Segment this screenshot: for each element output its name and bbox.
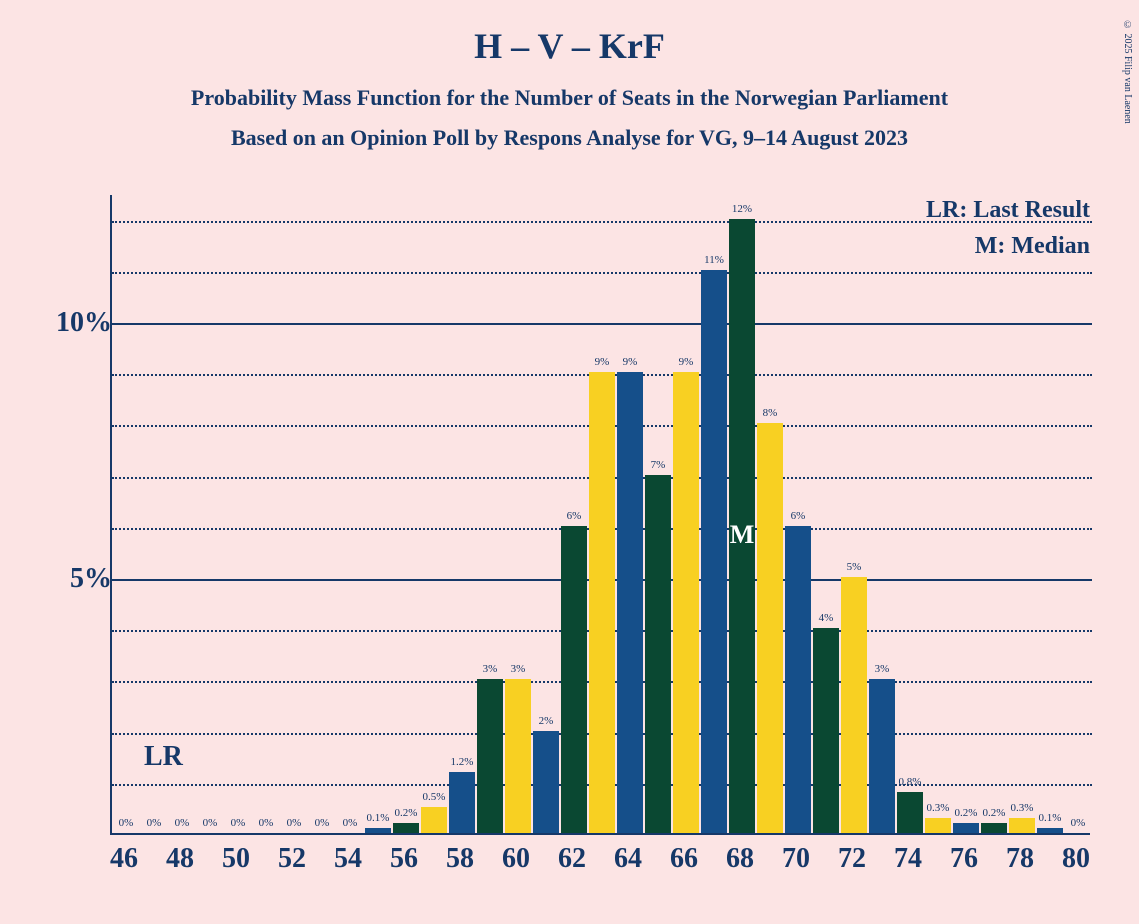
x-axis-label: 80 (1062, 843, 1090, 875)
bar-value-label: 0% (315, 817, 330, 829)
x-axis-label: 50 (222, 843, 250, 875)
bar-value-label: 2% (539, 715, 554, 727)
bar-value-label: 0.2% (955, 807, 978, 819)
lr-marker: LR (144, 741, 183, 773)
plot-area: 0% 0% 0% 0% 0% 0% 0% 0% 0% 0.1% 0.2% 0.5% 1.2% 3% 3% 2%… (110, 195, 1090, 835)
bar (981, 823, 1007, 833)
bar (505, 679, 531, 833)
x-axis-label: 52 (278, 843, 306, 875)
y-axis-label: 10% (56, 307, 112, 339)
bar-value-label: 11% (704, 254, 724, 266)
legend-lr: LR: Last Result (926, 197, 1090, 224)
bar-value-label: 0% (119, 817, 134, 829)
bar (841, 577, 867, 833)
chart-subtitle-2: Based on an Opinion Poll by Respons Anal… (0, 125, 1139, 151)
bar-value-label: 1.2% (451, 756, 474, 768)
bar-value-label: 8% (763, 407, 778, 419)
bar-value-label: 3% (483, 663, 498, 675)
bar (589, 372, 615, 833)
bar (617, 372, 643, 833)
bar-value-label: 0.2% (983, 807, 1006, 819)
x-axis-label: 54 (334, 843, 362, 875)
bar (561, 526, 587, 833)
bar (477, 679, 503, 833)
bar-value-label: 0.1% (1039, 812, 1062, 824)
bar (365, 828, 391, 833)
bar (645, 475, 671, 833)
bar-value-label: 0% (1071, 817, 1086, 829)
x-axis-label: 58 (446, 843, 474, 875)
bar (393, 823, 419, 833)
y-axis-label: 5% (70, 563, 112, 595)
bar (673, 372, 699, 833)
bar (1009, 818, 1035, 833)
chart-area: 0% 0% 0% 0% 0% 0% 0% 0% 0% 0.1% 0.2% 0.5% 1.2% 3% 3% 2%… (110, 195, 1110, 835)
bar-value-label: 6% (567, 510, 582, 522)
bar-value-label: 0% (203, 817, 218, 829)
x-axis-label: 56 (390, 843, 418, 875)
bar-value-label: 4% (819, 612, 834, 624)
bar (953, 823, 979, 833)
bar (869, 679, 895, 833)
grid-minor (112, 272, 1092, 274)
bar-value-label: 0.5% (423, 791, 446, 803)
bar-value-label: 12% (732, 203, 752, 215)
bar-value-label: 0.8% (899, 776, 922, 788)
grid-major (112, 323, 1092, 325)
bar-value-label: 0.2% (395, 807, 418, 819)
bar (701, 270, 727, 833)
bar (1037, 828, 1063, 833)
legend-m: M: Median (975, 233, 1090, 260)
bar-value-label: 3% (511, 663, 526, 675)
bar-value-label: 0% (175, 817, 190, 829)
bar-value-label: 0% (259, 817, 274, 829)
x-axis-label: 48 (166, 843, 194, 875)
bar (925, 818, 951, 833)
bar-value-label: 9% (679, 356, 694, 368)
bar-value-label: 0% (231, 817, 246, 829)
bar (813, 628, 839, 833)
chart-subtitle-1: Probability Mass Function for the Number… (0, 85, 1139, 111)
x-axis-label: 76 (950, 843, 978, 875)
bar-value-label: 9% (623, 356, 638, 368)
bar (449, 772, 475, 833)
bar-value-label: 6% (791, 510, 806, 522)
x-axis-label: 62 (558, 843, 586, 875)
bar-value-label: 0% (287, 817, 302, 829)
x-axis-label: 72 (838, 843, 866, 875)
bar (757, 423, 783, 833)
x-axis-label: 64 (614, 843, 642, 875)
x-axis-label: 60 (502, 843, 530, 875)
x-axis-label: 68 (726, 843, 754, 875)
x-axis-label: 70 (782, 843, 810, 875)
bar-value-label: 9% (595, 356, 610, 368)
chart-title: H – V – KrF (0, 0, 1139, 67)
x-axis-label: 78 (1006, 843, 1034, 875)
bar-value-label: 3% (875, 663, 890, 675)
bar (421, 807, 447, 833)
copyright-text: © 2025 Filip van Laenen (1122, 20, 1133, 124)
bar (897, 792, 923, 833)
bar-value-label: 0% (147, 817, 162, 829)
bar-value-label: 7% (651, 459, 666, 471)
bar-value-label: 0.1% (367, 812, 390, 824)
bar (533, 731, 559, 833)
bar-value-label: 0.3% (927, 802, 950, 814)
x-axis-label: 66 (670, 843, 698, 875)
bar (785, 526, 811, 833)
median-marker: M (730, 520, 755, 550)
x-axis-label: 74 (894, 843, 922, 875)
bar-value-label: 0% (343, 817, 358, 829)
bar-value-label: 5% (847, 561, 862, 573)
x-axis-label: 46 (110, 843, 138, 875)
bar-value-label: 0.3% (1011, 802, 1034, 814)
